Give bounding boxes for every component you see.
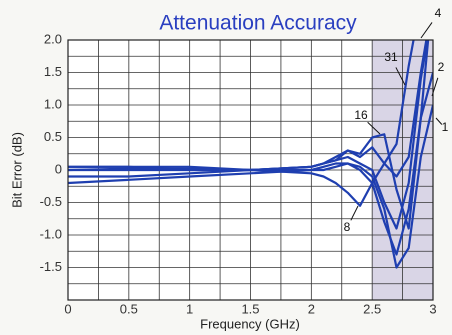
annotation-arrow [367, 121, 381, 135]
series-label: 31 [384, 50, 398, 64]
y-axis-label: Bit Error (dB) [9, 132, 24, 208]
y-tick-label: 1.0 [44, 96, 62, 111]
series-line [68, 72, 433, 256]
series-label: 16 [354, 108, 368, 122]
x-tick-label: 2 [308, 301, 315, 316]
x-tick-label: 0.5 [120, 301, 138, 316]
chart-title: Attenuation Accuracy [159, 12, 357, 35]
x-tick-label: 2.5 [363, 301, 381, 316]
y-tick-label: 0.5 [44, 129, 62, 144]
annotation-arrow [395, 67, 406, 86]
series-label: 4 [435, 6, 442, 20]
series-label: 2 [438, 60, 445, 74]
y-tick-label: -1.5 [40, 259, 62, 274]
annotation-arrow [420, 22, 433, 39]
x-tick-label: 1 [186, 301, 193, 316]
y-tick-label: -0.5 [40, 194, 62, 209]
series-label: 1 [442, 120, 449, 134]
plot-frame [67, 39, 434, 301]
series-line [68, 40, 415, 172]
x-axis-label: Frequency (GHz) [200, 316, 300, 331]
y-tick-label: 0 [55, 161, 62, 176]
annotation-arrow [350, 205, 359, 221]
annotation-arrow [435, 117, 443, 125]
y-tick-label: 1.5 [44, 64, 62, 79]
y-tick-label: 2.0 [44, 31, 62, 46]
x-tick-label: 0 [64, 301, 71, 316]
series-label: 8 [344, 220, 351, 234]
lines [68, 40, 433, 269]
y-tick-label: -1.0 [40, 226, 62, 241]
x-tick-label: 1.5 [241, 301, 259, 316]
x-tick-label: 3 [429, 301, 436, 316]
